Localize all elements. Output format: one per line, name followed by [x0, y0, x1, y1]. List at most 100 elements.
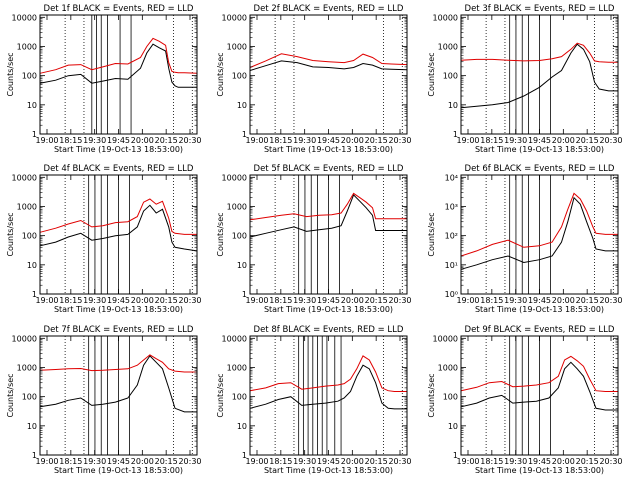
- plot-frame: [249, 14, 408, 135]
- x-tick-label: 19:00: [456, 457, 479, 466]
- x-tick-label: 20:00: [131, 136, 154, 145]
- y-tick-label: 100: [22, 393, 37, 402]
- x-tick-label: 19:30: [504, 457, 527, 466]
- y-axis-label: Counts/sec: [216, 52, 225, 96]
- x-tick-label: 20:15: [365, 296, 388, 305]
- x-tick-label: 20:30: [178, 296, 201, 305]
- series-line-lld: [39, 37, 198, 74]
- chart-title: Det 1f BLACK = Events, RED = LLD: [44, 4, 194, 14]
- x-tick-label: 18:15: [269, 296, 292, 305]
- chart-panel-7: Det 7f BLACK = Events, RED = LLD 1 10 100 10…: [6, 325, 202, 475]
- series-line-lld: [460, 42, 618, 63]
- y-tick-label: 10⁴: [445, 173, 458, 182]
- y-tick-label: 10: [27, 101, 37, 110]
- series-line-events: [249, 193, 407, 238]
- x-tick-label: 20:15: [155, 296, 178, 305]
- x-tick-label: 20:15: [576, 136, 599, 145]
- series-line-lld: [249, 53, 408, 68]
- y-tick-label: 100: [443, 72, 458, 81]
- y-tick-label: 1: [242, 451, 247, 460]
- chart-panel-6: Det 6f BLACK = Events, RED = LLD 10⁰ 10¹ 10…: [427, 164, 623, 314]
- y-tick-label: 10000: [433, 334, 458, 343]
- y-tick-label: 100: [22, 232, 37, 241]
- x-tick-label: 20:15: [576, 457, 599, 466]
- y-tick-label: 10: [237, 261, 247, 270]
- y-tick-label: 10000: [222, 13, 247, 22]
- chart-title: Det 3f BLACK = Events, RED = LLD: [465, 4, 615, 14]
- series-line-events: [39, 43, 197, 88]
- y-axis-label: Counts/sec: [6, 212, 15, 256]
- chart-title: Det 5f BLACK = Events, RED = LLD: [254, 164, 404, 174]
- x-tick-label: 18:15: [480, 457, 503, 466]
- chart-panel-4: Det 4f BLACK = Events, RED = LLD 1 10 100 10…: [6, 164, 202, 314]
- x-axis-label: Start Time (19-Oct-13 18:53:00): [54, 466, 183, 475]
- x-tick-label: 19:45: [107, 457, 130, 466]
- chart-panel-3: Det 3f BLACK = Events, RED = LLD 1 10 100 10…: [427, 4, 623, 154]
- y-tick-label: 1: [453, 451, 458, 460]
- x-tick-label: 19:30: [293, 136, 316, 145]
- y-tick-label: 10: [27, 261, 37, 270]
- y-tick-label: 1: [242, 290, 247, 299]
- y-axis-label: Counts/sec: [427, 373, 436, 417]
- chart-panel-9: Det 9f BLACK = Events, RED = LLD 1 10 100 10…: [427, 325, 623, 475]
- x-tick-label: 19:00: [245, 136, 268, 145]
- x-tick-label: 20:00: [341, 296, 364, 305]
- x-tick-label: 20:00: [341, 457, 364, 466]
- x-axis-label: Start Time (19-Oct-13 18:53:00): [264, 466, 393, 475]
- x-tick-label: 19:00: [35, 136, 58, 145]
- y-tick-label: 1000: [17, 363, 37, 372]
- y-tick-label: 10000: [12, 334, 37, 343]
- x-tick-label: 19:45: [528, 457, 551, 466]
- chart-panel-5: Det 5f BLACK = Events, RED = LLD 1 10 100 10…: [216, 164, 412, 314]
- y-tick-label: 10³: [445, 202, 458, 211]
- x-tick-label: 19:30: [83, 136, 106, 145]
- x-axis-label: Start Time (19-Oct-13 18:53:00): [54, 145, 183, 154]
- x-tick-label: 20:15: [365, 457, 388, 466]
- y-tick-label: 10: [237, 422, 247, 431]
- y-tick-label: 10⁰: [445, 290, 458, 299]
- x-tick-label: 19:30: [293, 457, 316, 466]
- y-tick-label: 10¹: [445, 261, 458, 270]
- y-tick-label: 1: [32, 290, 37, 299]
- x-tick-label: 19:30: [83, 296, 106, 305]
- x-tick-label: 20:30: [388, 457, 411, 466]
- y-axis-label: Counts/sec: [216, 373, 225, 417]
- y-tick-label: 1: [32, 451, 37, 460]
- y-axis-label: Counts/sec: [6, 52, 15, 96]
- x-tick-label: 19:45: [528, 136, 551, 145]
- y-tick-label: 10000: [12, 13, 37, 22]
- series-line-lld: [249, 192, 407, 221]
- y-tick-label: 100: [443, 393, 458, 402]
- x-tick-label: 20:15: [155, 136, 178, 145]
- x-tick-label: 19:00: [35, 457, 58, 466]
- y-axis-label: Counts/sec: [216, 212, 225, 256]
- y-tick-label: 100: [22, 72, 37, 81]
- x-tick-label: 19:45: [317, 457, 340, 466]
- x-tick-label: 19:00: [456, 296, 479, 305]
- plot-frame: [249, 335, 408, 456]
- y-tick-label: 1000: [17, 202, 37, 211]
- y-tick-label: 10000: [12, 173, 37, 182]
- x-axis-label: Start Time (19-Oct-13 18:53:00): [54, 305, 183, 314]
- x-tick-label: 19:30: [504, 136, 527, 145]
- x-tick-label: 20:00: [131, 457, 154, 466]
- x-axis-label: Start Time (19-Oct-13 18:53:00): [475, 305, 604, 314]
- series-line-events: [249, 60, 408, 71]
- y-tick-label: 10²: [445, 232, 458, 241]
- x-axis-label: Start Time (19-Oct-13 18:53:00): [264, 305, 393, 314]
- chart-panel-2: Det 2f BLACK = Events, RED = LLD 1 10 100 10…: [216, 4, 412, 154]
- x-tick-label: 19:00: [35, 296, 58, 305]
- series-line-lld: [460, 192, 618, 257]
- x-tick-label: 20:30: [178, 136, 201, 145]
- chart-title: Det 7f BLACK = Events, RED = LLD: [44, 325, 194, 335]
- chart-title: Det 8f BLACK = Events, RED = LLD: [254, 325, 404, 335]
- chart-title: Det 9f BLACK = Events, RED = LLD: [465, 325, 615, 335]
- x-axis-label: Start Time (19-Oct-13 18:53:00): [475, 145, 604, 154]
- x-tick-label: 18:15: [59, 296, 82, 305]
- x-axis-label: Start Time (19-Oct-13 18:53:00): [264, 145, 393, 154]
- chart-title: Det 4f BLACK = Events, RED = LLD: [44, 164, 194, 174]
- y-tick-label: 100: [232, 393, 247, 402]
- y-tick-label: 1000: [227, 202, 247, 211]
- y-tick-label: 1000: [17, 42, 37, 51]
- x-tick-label: 19:30: [504, 296, 527, 305]
